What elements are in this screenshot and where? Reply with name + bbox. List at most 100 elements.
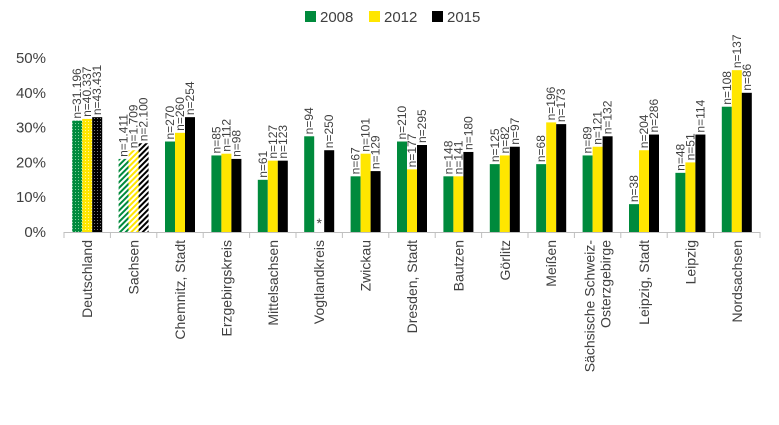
bar-2015 (649, 134, 659, 232)
y-tick-label: 20% (16, 154, 46, 171)
bar-2008 (257, 179, 268, 232)
sample-size-label: n=108 (720, 71, 734, 105)
sample-size-label: n=137 (730, 34, 744, 68)
sample-size-label: n=177 (405, 133, 419, 167)
category-label: Deutschland (79, 240, 95, 318)
bar-2015 (556, 124, 567, 232)
sample-size-label: n=114 (693, 99, 707, 132)
bar-2012 (221, 153, 232, 232)
bars (72, 70, 752, 233)
category-label: Bautzen (450, 240, 466, 291)
sample-size-label: n=295 (415, 109, 429, 143)
sample-size-label: n=129 (369, 135, 383, 169)
category-label: Vogtlandkreis (311, 240, 327, 324)
sample-size-label: n=51 (683, 133, 697, 160)
bar-2012 (731, 70, 742, 233)
sample-size-label: n=1.411 (117, 114, 131, 157)
bar-2015 (138, 143, 149, 232)
bar-2012 (453, 176, 464, 232)
bar-2012 (639, 150, 649, 232)
sample-size-label: n=180 (461, 116, 475, 150)
bar-2012 (267, 160, 278, 232)
bar-2015 (695, 134, 706, 232)
sample-size-label: n=38 (627, 175, 641, 202)
sample-size-label: n=94 (302, 107, 316, 134)
sample-size-label: n=127 (266, 125, 280, 159)
bar-2008 (304, 136, 315, 232)
bar-2012 (175, 132, 185, 232)
sample-size-label: n=86 (740, 63, 754, 90)
sample-size-label: n=101 (359, 118, 373, 152)
sample-size-label: n=112 (219, 119, 233, 152)
bar-2015 (370, 171, 381, 232)
bar-2012 (360, 153, 371, 232)
sample-size-label: n=250 (322, 114, 336, 148)
sample-size-label: n=97 (508, 117, 522, 144)
bar-2015 (463, 151, 474, 232)
sample-size-label: n=204 (637, 114, 651, 148)
sample-size-label: n=89 (581, 126, 595, 153)
legend-label-2015: 2015 (447, 9, 480, 26)
bar-2015 (231, 158, 242, 232)
bar-2015 (509, 146, 520, 232)
missing-value-marker: * (316, 215, 322, 231)
category-label: Erzgebirgskreis (218, 240, 234, 336)
sample-size-label: n=48 (673, 143, 687, 170)
category-labels: Deutschland Sachsen Chemnitz, Stadt Erzgebi… (79, 240, 745, 373)
sample-size-label: n=2.100 (137, 97, 151, 141)
bar-2012 (592, 146, 603, 232)
category-label: Meißen (543, 240, 559, 287)
sample-size-label: n=121 (591, 111, 605, 145)
bar-2008 (211, 155, 222, 232)
bar-2012 (82, 118, 93, 232)
bar-2008 (675, 172, 686, 232)
category-label: Leipzig, Stadt (636, 240, 652, 325)
bar-2008 (443, 176, 454, 232)
bar-2015 (185, 117, 195, 232)
bar-2015 (92, 117, 103, 232)
bar-2008 (397, 141, 407, 232)
category-label: Sächsische Schweiz- (582, 240, 598, 373)
sample-size-label: n=210 (395, 105, 409, 139)
sample-size-label: n=196 (544, 86, 558, 120)
sample-size-label: n=82 (498, 126, 512, 153)
bar-2012 (407, 169, 417, 232)
sample-size-label: n=61 (256, 150, 270, 177)
sample-size-label: n=286 (647, 99, 661, 133)
sample-size-label: n=123 (276, 125, 290, 159)
y-tick-label: 10% (16, 189, 46, 206)
sample-size-label: n=270 (163, 105, 177, 139)
y-tick-label: 40% (16, 85, 46, 102)
sample-size-label: n=40.337 (80, 66, 94, 117)
bar-2008 (536, 164, 547, 232)
sample-size-label: n=1.709 (127, 104, 141, 148)
y-tick-label: 30% (16, 120, 46, 137)
bar-2015 (417, 145, 427, 232)
legend-label-2012: 2012 (384, 9, 417, 26)
sample-size-label: n=68 (534, 135, 548, 162)
category-label: Nordsachsen (729, 240, 745, 323)
category-label: Chemnitz, Stadt (172, 240, 188, 340)
legend-swatch-2012 (369, 11, 380, 22)
bar-2008 (721, 106, 732, 232)
sample-size-label: n=85 (209, 126, 223, 153)
category-label: Leipzig (682, 240, 698, 284)
sample-size-label: n=173 (554, 88, 568, 122)
legend-label-2008: 2008 (320, 9, 353, 26)
sample-size-label: n=98 (229, 130, 243, 157)
legend: 2008 2012 2015 (305, 9, 480, 26)
bar-2008 (165, 141, 175, 232)
axes: 0% 10% 20% 30% 40% 50% (16, 50, 761, 241)
bar-2012 (128, 150, 139, 232)
bar-2015 (277, 160, 288, 232)
sample-size-label: n=67 (349, 147, 363, 174)
sample-size-label: n=43.431 (90, 64, 104, 115)
category-label: Osterzgebirge (598, 240, 614, 328)
bar-2015 (741, 92, 752, 232)
category-label: Zwickau (358, 240, 374, 291)
y-tick-label: 50% (16, 50, 46, 67)
sample-size-label: n=148 (441, 140, 455, 174)
sample-size-label: n=254 (183, 81, 197, 115)
